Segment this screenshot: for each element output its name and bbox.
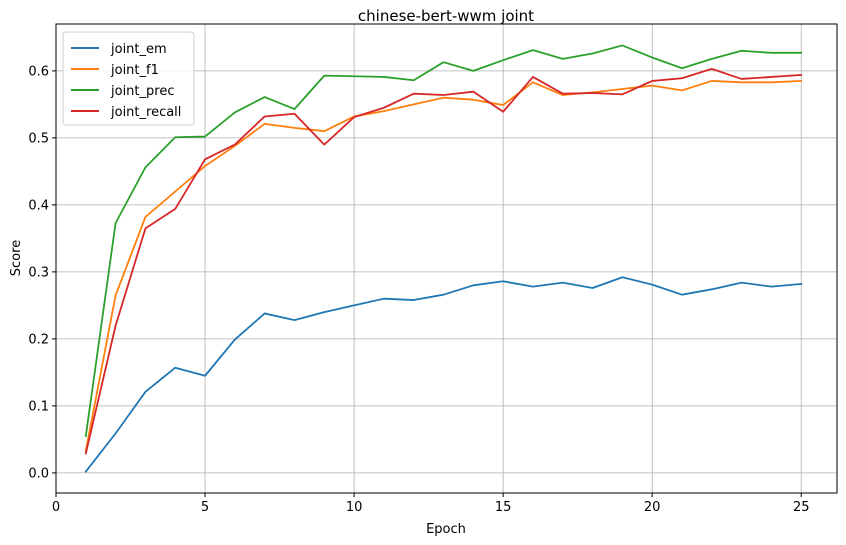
y-tick-label: 0.5 xyxy=(28,131,49,146)
series-line-joint-prec xyxy=(84,44,803,438)
y-tick-label: 0.2 xyxy=(28,332,49,347)
legend-label-joint-prec: joint_prec xyxy=(110,84,174,99)
x-tick-label: 5 xyxy=(201,500,209,515)
chart-title: chinese-bert-wwm joint xyxy=(358,7,534,25)
x-axis-label: Epoch xyxy=(426,522,466,537)
y-tick-label: 0.6 xyxy=(28,64,49,79)
series-lines xyxy=(84,44,803,473)
legend-label-joint-f1: joint_f1 xyxy=(110,63,159,78)
series-line-joint-recall xyxy=(84,67,803,455)
x-tick-label: 15 xyxy=(495,500,512,515)
y-axis-ticks: 0.0 0.1 0.2 0.3 0.4 0.5 0.6 xyxy=(28,64,56,481)
x-tick-label: 20 xyxy=(644,500,661,515)
y-tick-label: 0.0 xyxy=(28,466,49,481)
legend-label-joint-em: joint_em xyxy=(110,42,167,57)
series-line-joint-em xyxy=(84,276,803,473)
legend: joint_em joint_f1 joint_prec joint_recal… xyxy=(62,31,195,126)
x-tick-label: 0 xyxy=(52,500,60,515)
legend-box xyxy=(62,31,195,126)
x-tick-label: 25 xyxy=(793,500,810,515)
legend-label-joint-recall: joint_recall xyxy=(110,105,181,120)
y-tick-label: 0.4 xyxy=(28,198,49,213)
x-tick-label: 10 xyxy=(346,500,363,515)
y-axis-label: Score xyxy=(9,240,24,276)
y-tick-label: 0.3 xyxy=(28,265,49,280)
y-tick-label: 0.1 xyxy=(28,399,49,414)
x-axis-ticks: 0 5 10 15 20 25 xyxy=(52,493,810,515)
series-line-joint-f1 xyxy=(84,80,803,452)
grid-lines xyxy=(55,24,837,493)
plot-frame xyxy=(55,23,838,494)
